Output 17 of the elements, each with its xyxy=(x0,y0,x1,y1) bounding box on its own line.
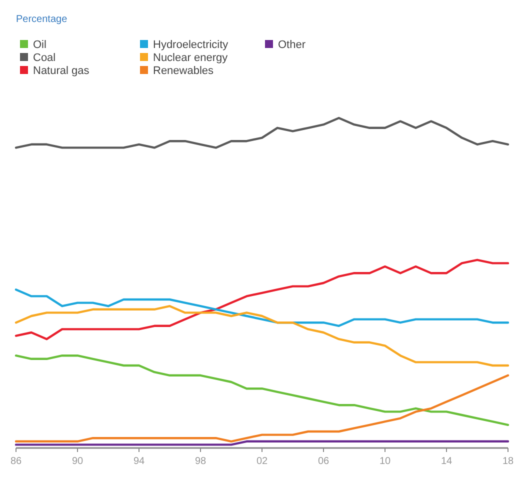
legend-label: Oil xyxy=(33,39,46,51)
legend-label: Other xyxy=(278,39,306,51)
legend-label: Natural gas xyxy=(33,65,90,77)
x-tick-label: 10 xyxy=(379,456,391,467)
legend-label: Renewables xyxy=(153,65,214,77)
x-tick-label: 14 xyxy=(440,456,452,467)
x-tick-label: 86 xyxy=(10,456,22,467)
x-tick-label: 98 xyxy=(194,456,206,467)
x-tick-label: 90 xyxy=(72,456,84,467)
legend-label: Hydroelectricity xyxy=(153,39,229,51)
x-tick-label: 06 xyxy=(318,456,330,467)
text: Percentage xyxy=(16,14,68,25)
legend-label: Nuclear energy xyxy=(153,52,228,64)
x-tick-label: 94 xyxy=(133,456,145,467)
x-tick-label: 02 xyxy=(256,456,268,467)
legend-label: Coal xyxy=(33,52,56,64)
x-tick-label: 18 xyxy=(502,456,514,467)
